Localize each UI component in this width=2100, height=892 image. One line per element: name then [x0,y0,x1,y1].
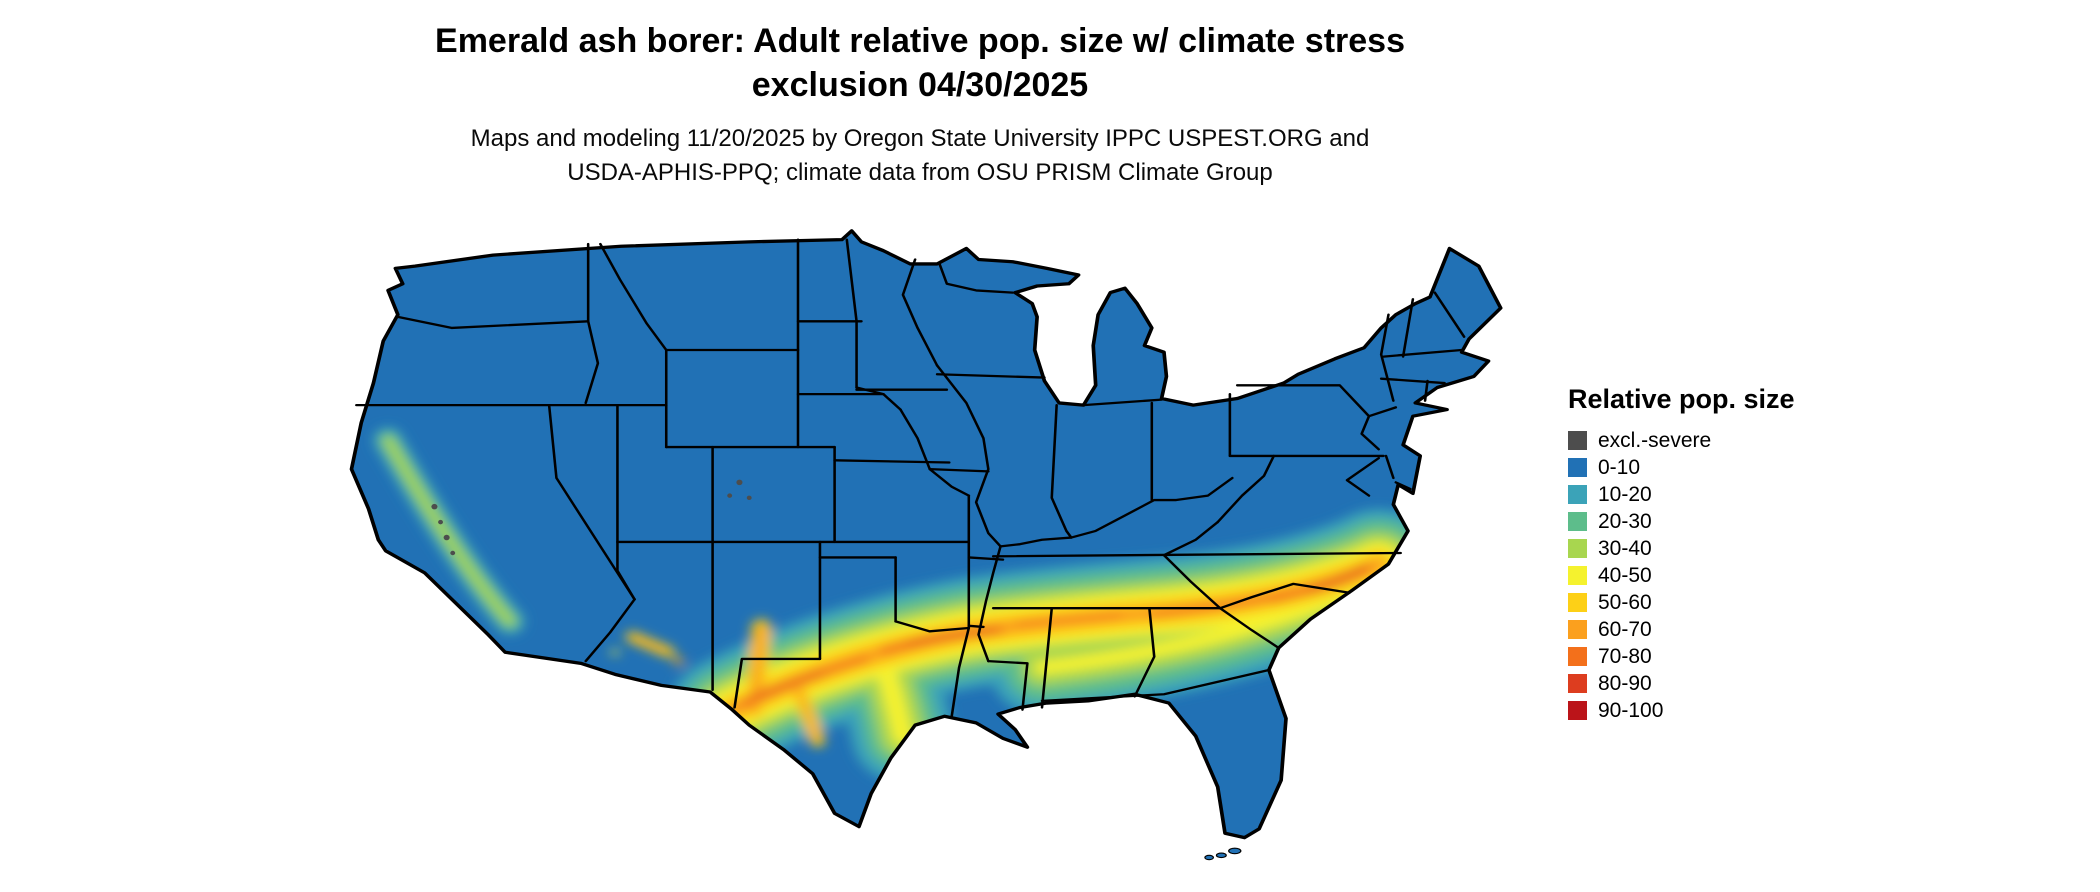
legend-item: 30-40 [1568,535,1795,562]
legend-swatch-40-50 [1568,566,1587,585]
legend-swatch-80-90 [1568,674,1587,693]
legend-label: 40-50 [1598,564,1652,587]
legend-label: 20-30 [1598,510,1652,533]
legend-title: Relative pop. size [1568,384,1795,414]
legend-label: 50-60 [1598,591,1652,614]
legend-swatch-90-100 [1568,701,1587,720]
figure-subtitle-line1: Maps and modeling 11/20/2025 by Oregon S… [470,125,1370,152]
legend-label: 80-90 [1598,672,1652,695]
legend-swatch-30-40 [1568,539,1587,558]
legend-item: 0-10 [1568,454,1795,481]
state-borders [355,238,1466,718]
figure-subtitle-line2: USDA-APHIS-PPQ; climate data from OSU PR… [567,159,1273,187]
figure-title-line2: exclusion 04/30/2025 [751,65,1089,104]
legend-item: 40-50 [1568,562,1795,589]
legend-label: 60-70 [1598,618,1652,641]
legend-swatch-20-30 [1568,512,1587,531]
legend-swatch-50-60 [1568,593,1587,612]
us-outline [349,229,1503,840]
us-population-map [310,222,1530,884]
legend-swatch-10-20 [1568,485,1587,504]
legend-label: 70-80 [1598,645,1652,668]
legend-label: 10-20 [1598,483,1652,506]
legend-swatch-excl-severe [1568,431,1587,450]
legend-label: 0-10 [1598,456,1641,479]
florida-keys [1204,847,1242,861]
legend-item: 90-100 [1568,697,1795,724]
legend-item: 80-90 [1568,670,1795,697]
figure-title: Emerald ash borer: Adult relative pop. s… [320,20,1520,107]
legend-item: 70-80 [1568,643,1795,670]
legend-label: 30-40 [1598,537,1652,560]
legend-swatch-70-80 [1568,647,1587,666]
legend-item: 60-70 [1568,616,1795,643]
legend-label: 90-100 [1598,699,1664,722]
legend-item: 20-30 [1568,508,1795,535]
figure-subtitle: Maps and modeling 11/20/2025 by Oregon S… [320,122,1520,190]
legend-swatch-0-10 [1568,458,1587,477]
legend-item: 10-20 [1568,481,1795,508]
us-map-svg [349,229,1503,861]
map-legend: Relative pop. size excl.-severe 0-10 10-… [1568,384,1795,724]
figure-title-line1: Emerald ash borer: Adult relative pop. s… [435,22,1405,60]
excluded-severe-specks [431,479,752,556]
legend-label: excl.-severe [1598,429,1712,452]
legend-swatch-60-70 [1568,620,1587,639]
legend-item: 50-60 [1568,589,1795,616]
legend-item: excl.-severe [1568,427,1795,454]
